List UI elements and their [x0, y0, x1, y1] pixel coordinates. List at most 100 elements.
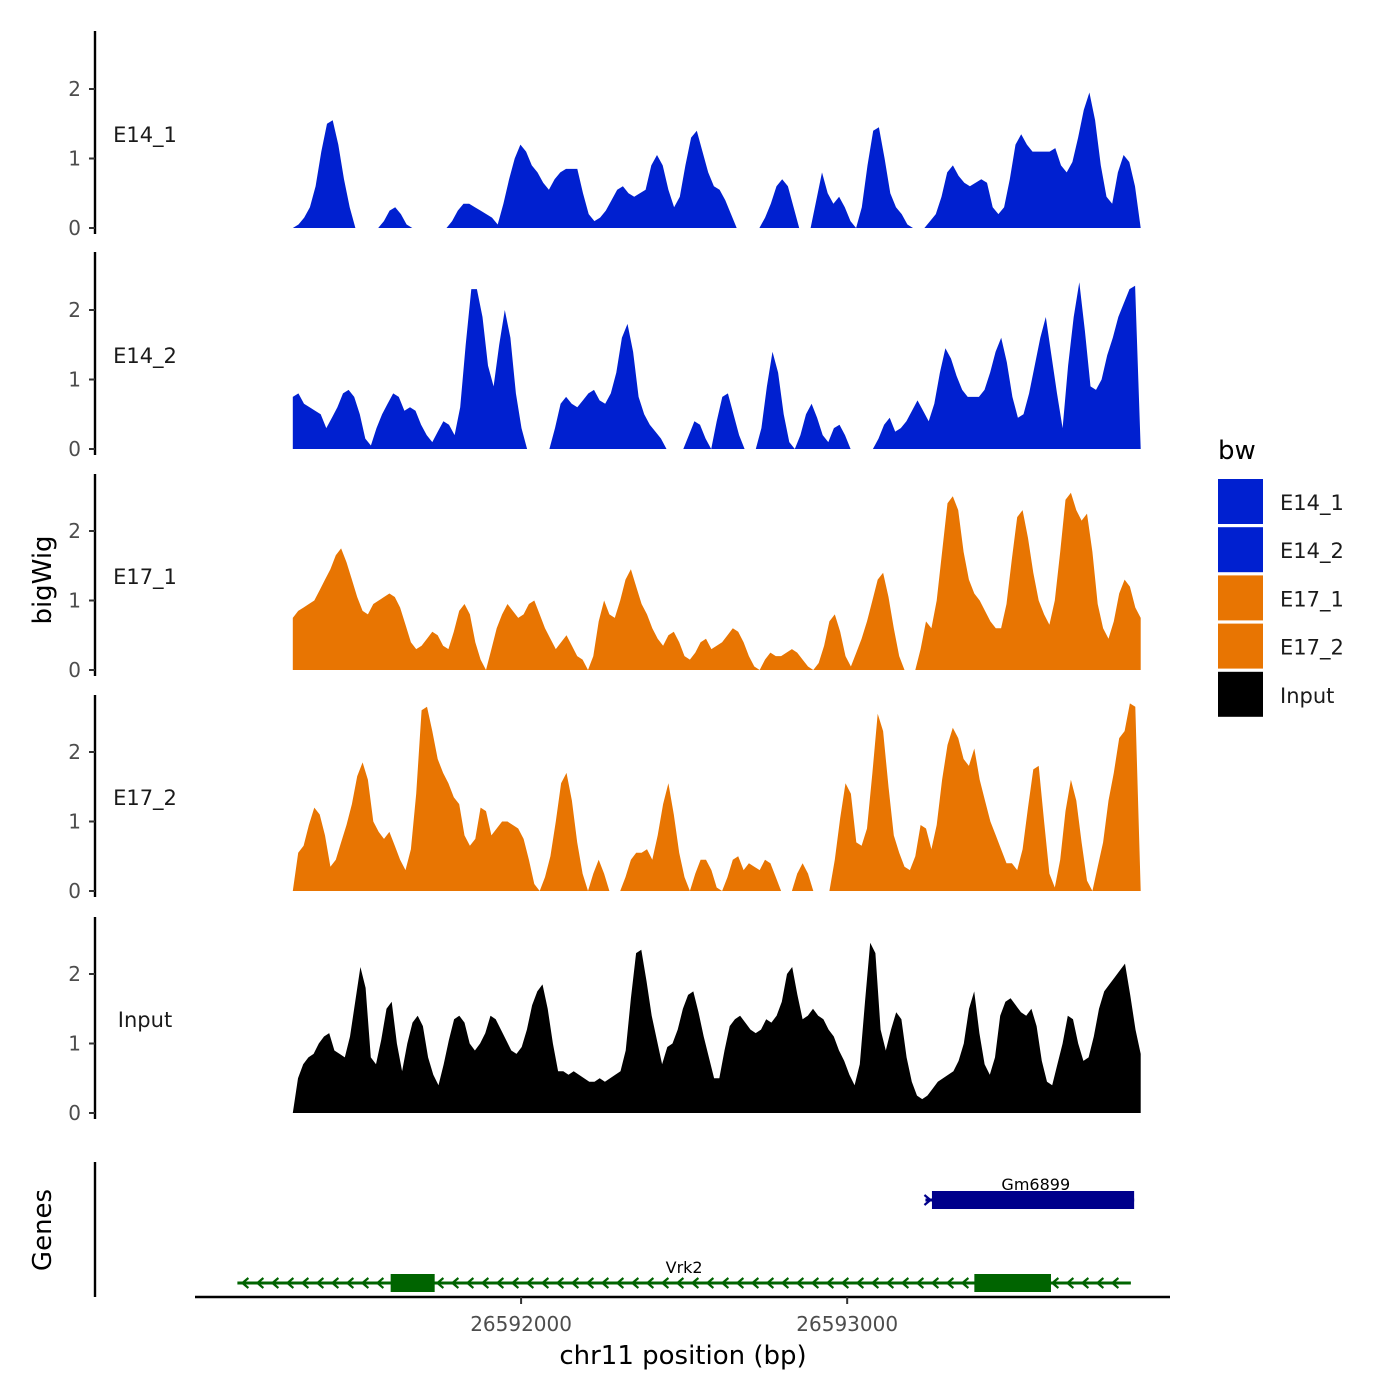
strand-arrow-icon	[945, 1277, 955, 1289]
y-tick-label: 2	[68, 740, 81, 764]
legend: E14_1 E14_2 E17_1 E17_2 Input	[1218, 479, 1344, 717]
gene-label-gm6899: Gm6899	[1001, 1175, 1070, 1194]
strand-arrow-icon	[923, 1194, 933, 1206]
strand-arrow-icon	[315, 1277, 325, 1289]
strand-arrow-icon	[630, 1277, 640, 1289]
strand-arrow-icon	[525, 1277, 535, 1289]
y-axis-title: bigWig	[28, 535, 58, 624]
gene-vrk2: Vrk2	[237, 1258, 1131, 1292]
strand-arrow-icon	[780, 1277, 790, 1289]
strand-arrow-icon	[645, 1277, 655, 1289]
legend-item-e14-2: E14_2	[1218, 527, 1344, 573]
legend-item-input: Input	[1218, 671, 1334, 717]
y-tick-label: 2	[68, 298, 81, 322]
track-label-e14-2: E14_2	[113, 344, 177, 369]
strand-arrow-icon	[270, 1277, 280, 1289]
area-e14-2	[292, 289, 528, 449]
strand-arrow-icon	[915, 1277, 925, 1289]
strand-arrow-icon	[735, 1277, 745, 1289]
legend-label: Input	[1280, 684, 1334, 708]
area-e14-1	[810, 127, 913, 228]
strand-arrow-icon	[930, 1277, 940, 1289]
area-e14-1	[378, 207, 413, 228]
legend-swatch	[1218, 527, 1263, 573]
track-e17-2: 0 1 2 E17_2	[68, 695, 1141, 903]
area-e14-1	[292, 120, 356, 228]
y-tick-label: 2	[68, 77, 81, 101]
strand-arrow-icon	[840, 1277, 850, 1289]
track-e14-2: 0 1 2 E14_2	[68, 252, 1141, 461]
strand-arrow-icon	[585, 1277, 595, 1289]
area-e17-2	[791, 863, 814, 891]
strand-arrow-icon	[345, 1277, 355, 1289]
strand-arrow-icon	[255, 1277, 265, 1289]
strand-arrow-icon	[555, 1277, 565, 1289]
strand-arrow-icon	[1095, 1277, 1105, 1289]
strand-arrow-icon	[690, 1277, 700, 1289]
legend-title: bw	[1218, 436, 1256, 466]
y-tick-label: 1	[68, 1032, 81, 1056]
y-tick-label: 0	[68, 437, 81, 461]
track-e17-1: 0 1 2 E17_1	[68, 474, 1141, 682]
strand-arrow-icon	[825, 1277, 835, 1289]
legend-swatch	[1218, 575, 1263, 621]
area-e17-1	[292, 548, 905, 670]
area-e14-2	[872, 282, 1141, 449]
gene-track: Vrk2 Gm6899	[93, 1162, 1135, 1297]
strand-arrow-icon	[435, 1277, 445, 1289]
strand-arrow-icon	[765, 1277, 775, 1289]
legend-item-e17-1: E17_1	[1218, 575, 1344, 621]
legend-item-e17-2: E17_2	[1218, 623, 1344, 669]
area-e14-1	[759, 179, 800, 228]
x-axis: 26592000 26593000	[195, 1295, 1170, 1336]
genes-axis-title: Genes	[28, 1189, 58, 1271]
area-input	[292, 942, 1141, 1113]
y-tick-label: 2	[68, 962, 81, 986]
strand-arrow-icon	[450, 1277, 460, 1289]
legend-swatch	[1218, 671, 1263, 717]
legend-label: E14_1	[1280, 491, 1344, 516]
track-label-e17-1: E17_1	[113, 565, 177, 590]
strand-arrow-icon	[570, 1277, 580, 1289]
y-tick-label: 0	[68, 216, 81, 240]
legend-label: E14_2	[1280, 539, 1344, 564]
exon-block	[931, 1191, 1135, 1209]
strand-arrow-icon	[240, 1277, 250, 1289]
area-e17-2	[829, 703, 1141, 891]
area-e14-2	[549, 323, 667, 449]
strand-arrow-icon	[855, 1277, 865, 1289]
x-axis-title: chr11 position (bp)	[559, 1341, 806, 1371]
strand-arrow-icon	[870, 1277, 880, 1289]
strand-arrow-icon	[360, 1277, 370, 1289]
strand-arrow-icon	[375, 1277, 385, 1289]
y-tick-label: 0	[68, 1101, 81, 1125]
area-e17-1	[915, 492, 1141, 670]
gene-gm6899: Gm6899	[923, 1175, 1135, 1209]
y-tick-label: 1	[68, 810, 81, 834]
strand-arrow-icon	[540, 1277, 550, 1289]
signal-tracks: 0 1 2 E14_1 0 1 2 E14_2 0 1 2 E17_1 0 1 2 E17_2 0 1 2 Input	[68, 31, 1141, 1125]
strand-arrow-icon	[705, 1277, 715, 1289]
strand-arrow-icon	[480, 1277, 490, 1289]
exon-block	[390, 1274, 435, 1292]
strand-arrow-icon	[885, 1277, 895, 1289]
strand-arrow-icon	[330, 1277, 340, 1289]
y-tick-label: 1	[68, 589, 81, 613]
track-label-e17-2: E17_2	[113, 786, 177, 811]
strand-arrow-icon	[1080, 1277, 1090, 1289]
exon-block	[974, 1274, 1051, 1292]
area-e14-2	[755, 351, 851, 449]
y-tick-label: 0	[68, 879, 81, 903]
strand-arrow-icon	[660, 1277, 670, 1289]
track-label-input: Input	[118, 1008, 172, 1032]
y-tick-label: 1	[68, 368, 81, 392]
y-tick-label: 2	[68, 519, 81, 543]
area-e14-1	[446, 130, 737, 228]
strand-arrow-icon	[300, 1277, 310, 1289]
track-input: 0 1 2 Input	[68, 917, 1141, 1125]
strand-arrow-icon	[795, 1277, 805, 1289]
area-e14-1	[924, 92, 1141, 228]
legend-swatch	[1218, 479, 1263, 524]
strand-arrow-icon	[510, 1277, 520, 1289]
